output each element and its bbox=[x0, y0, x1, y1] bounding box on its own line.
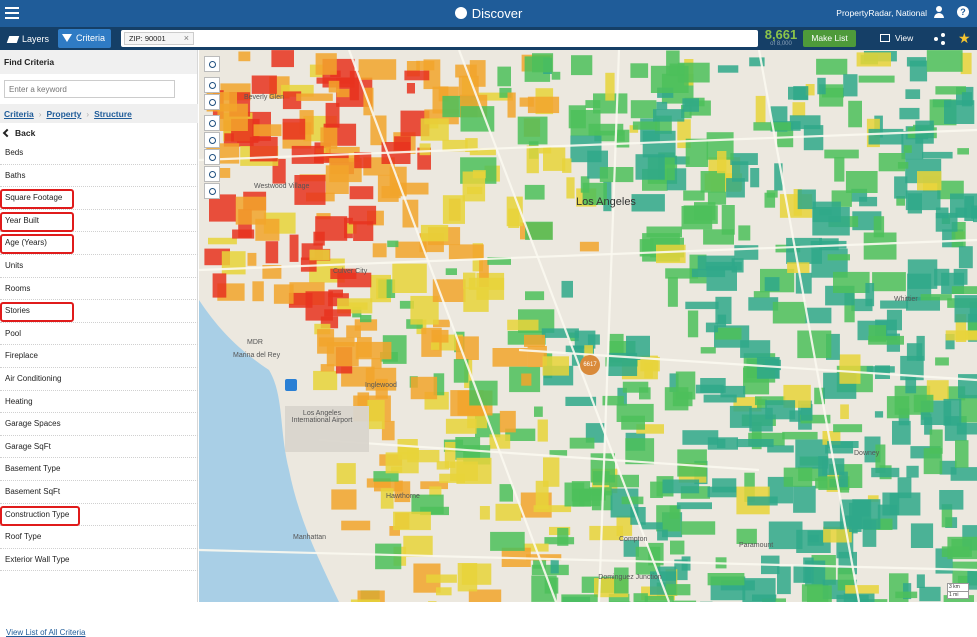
view-button[interactable]: View bbox=[880, 33, 913, 43]
label-hawthorne: Hawthorne bbox=[386, 493, 420, 500]
criteria-item[interactable]: Beds bbox=[0, 142, 198, 165]
favorite-star-icon[interactable]: ★ bbox=[958, 30, 971, 46]
highlight-box bbox=[0, 506, 80, 526]
account-name[interactable]: PropertyRadar, National bbox=[836, 8, 927, 18]
label-downey: Downey bbox=[854, 450, 879, 457]
ruler-icon[interactable] bbox=[204, 166, 220, 182]
criteria-item[interactable]: Pool bbox=[0, 323, 198, 346]
globe-icon bbox=[455, 7, 467, 19]
criteria-item[interactable]: Basement SqFt bbox=[0, 481, 198, 504]
criteria-item[interactable]: Garage Spaces bbox=[0, 413, 198, 436]
label-compton: Compton bbox=[619, 536, 647, 543]
criteria-item[interactable]: Heating bbox=[0, 391, 198, 414]
criteria-item[interactable]: Square Footage bbox=[0, 187, 198, 210]
cluster-marker[interactable]: 6617 bbox=[580, 355, 600, 375]
sidebar-title: Find Criteria bbox=[0, 50, 197, 74]
criteria-item[interactable]: Air Conditioning bbox=[0, 368, 198, 391]
globe-layer-icon[interactable] bbox=[204, 149, 220, 165]
label-lax: Los Angeles International Airport bbox=[287, 410, 357, 424]
label-mdr: MDR bbox=[247, 339, 263, 346]
criteria-item[interactable]: Baths bbox=[0, 165, 198, 188]
layers-icon bbox=[7, 36, 20, 43]
breadcrumb-structure[interactable]: Structure bbox=[94, 109, 132, 119]
criteria-sidebar: Find Criteria Criteria›Property›Structur… bbox=[0, 50, 198, 602]
criteria-item[interactable]: Stories bbox=[0, 300, 198, 323]
make-list-button[interactable]: Make List bbox=[803, 30, 856, 47]
zoom-in-icon[interactable] bbox=[204, 77, 220, 93]
label-whittier: Whittier bbox=[894, 296, 918, 303]
highlight-box bbox=[0, 302, 74, 322]
draw-area-icon[interactable] bbox=[204, 183, 220, 199]
home-marker-icon[interactable] bbox=[285, 379, 297, 391]
layers-button[interactable]: Layers bbox=[5, 31, 55, 47]
street-view-icon[interactable] bbox=[204, 56, 220, 72]
criteria-item[interactable]: Basement Type bbox=[0, 458, 198, 481]
label-culver-city: Culver City bbox=[333, 268, 367, 275]
map-view-icon bbox=[880, 34, 890, 42]
pin-icon[interactable] bbox=[204, 115, 220, 131]
criteria-item[interactable]: Fireplace bbox=[0, 345, 198, 368]
heatmap-layer bbox=[199, 50, 977, 602]
criteria-item[interactable]: Rooms bbox=[0, 278, 198, 301]
criteria-item[interactable]: Construction Type bbox=[0, 504, 198, 527]
label-beverly-glen: Beverly Glen bbox=[244, 94, 284, 101]
map-tools bbox=[204, 56, 220, 200]
view-all-criteria-link[interactable]: View List of All Criteria bbox=[6, 628, 85, 637]
breadcrumb-property[interactable]: Property bbox=[46, 109, 81, 119]
chevron-left-icon bbox=[3, 129, 11, 137]
user-icon[interactable] bbox=[933, 6, 945, 18]
map-view[interactable]: Los Angeles Culver City MDR Marina del R… bbox=[199, 50, 977, 602]
criteria-item[interactable]: Garage SqFt bbox=[0, 436, 198, 459]
label-westwood: Westwood Village bbox=[254, 183, 309, 190]
criteria-button[interactable]: Criteria bbox=[58, 29, 111, 48]
help-icon[interactable]: ? bbox=[957, 6, 969, 18]
label-manhattan: Manhattan bbox=[293, 534, 326, 541]
breadcrumb: Criteria›Property›Structure bbox=[0, 104, 198, 123]
back-button[interactable]: Back bbox=[4, 128, 35, 138]
criteria-input[interactable]: ZIP: 90001× bbox=[121, 30, 758, 47]
keyword-search-input[interactable] bbox=[4, 80, 175, 98]
criteria-item[interactable]: Age (Years) bbox=[0, 232, 198, 255]
filter-icon bbox=[62, 34, 72, 42]
app-header: Discover PropertyRadar, National ? bbox=[0, 0, 977, 27]
label-marina-del-rey: Marina del Rey bbox=[233, 352, 280, 359]
share-icon[interactable] bbox=[934, 33, 945, 44]
highlight-box bbox=[0, 234, 74, 254]
highlight-box bbox=[0, 212, 74, 232]
breadcrumb-criteria[interactable]: Criteria bbox=[4, 109, 34, 119]
criteria-item[interactable]: Exterior Wall Type bbox=[0, 549, 198, 572]
label-los-angeles: Los Angeles bbox=[576, 196, 636, 208]
zip-filter-chip: ZIP: 90001× bbox=[124, 32, 194, 45]
highlight-box bbox=[0, 189, 74, 209]
locate-icon[interactable] bbox=[204, 132, 220, 148]
zoom-out-icon[interactable] bbox=[204, 94, 220, 110]
label-dominguez: Dominguez Junction bbox=[595, 574, 665, 581]
criteria-item[interactable]: Units bbox=[0, 255, 198, 278]
criteria-item[interactable]: Roof Type bbox=[0, 526, 198, 549]
remove-chip-icon[interactable]: × bbox=[184, 33, 189, 43]
label-paramount: Paramount bbox=[739, 542, 773, 549]
page-title: Discover bbox=[0, 6, 977, 21]
criteria-item[interactable]: Year Built bbox=[0, 210, 198, 233]
label-inglewood: Inglewood bbox=[365, 382, 397, 389]
